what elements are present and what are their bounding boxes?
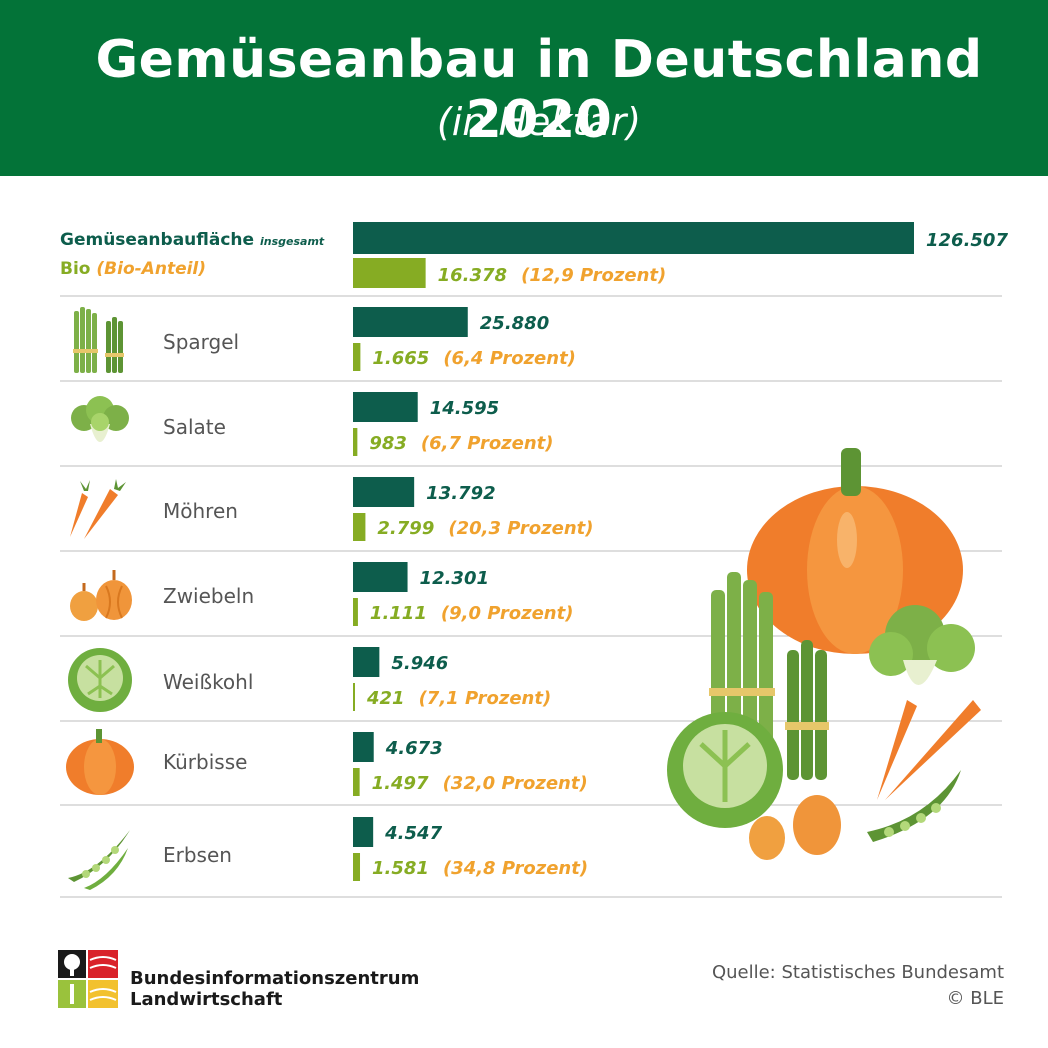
bio-share-label: (34,8 Prozent) [443,858,588,879]
category-label-zwiebeln: Zwiebeln [163,584,255,608]
total-bar [353,392,418,422]
legend-bio: Bio (Bio-Anteil) [60,259,206,279]
peas-icon [68,830,130,890]
legend-bio-label: Bio [60,259,91,279]
vegetables-illustration [667,448,981,860]
total-value-label: 4.673 [385,738,443,759]
legend-total-label: Gemüseanbaufläche [60,230,255,250]
bio-value-label: 1.111 [370,603,427,624]
category-label-erbsen: Erbsen [163,843,232,867]
bio-value-label: 1.665 [372,348,429,369]
bio-share-label: (6,4 Prozent) [443,348,576,369]
legend-total: Gemüseanbaufläche insgesamt [60,230,324,250]
total-value-label: 25.880 [480,313,549,334]
bio-value-label: 16.378 [438,265,507,286]
bio-bar [353,598,358,626]
organization-name: Bundesinformationszentrum Landwirtschaft [130,968,419,1010]
total-bar [353,647,380,677]
bio-bar [353,343,361,371]
asparagus-icon [73,307,124,373]
bio-bar [353,513,366,541]
header-banner: Gemüseanbau in Deutschland 2020 (in Hekt… [0,0,1048,176]
total-value-label: 126.507 [926,230,1008,251]
total-bar [353,307,468,337]
pumpkin-icon [66,729,134,795]
carrot-icon [70,479,126,539]
total-value-label: 14.595 [430,398,499,419]
source-note: Quelle: Statistisches Bundesamt © BLE [712,960,1004,1012]
bio-share-label: (7,1 Prozent) [419,688,552,709]
bzl-logo [58,950,118,1008]
bio-value-label: 983 [369,433,407,454]
bio-share-label: (9,0 Prozent) [441,603,574,624]
category-label-weisskohl: Weißkohl [163,670,254,694]
bio-value-label: 2.799 [377,518,434,539]
legend-total-suffix: insgesamt [259,235,325,248]
organization-line-1: Bundesinformationszentrum [130,968,420,989]
total-bar [353,477,415,507]
organization-line-2: Landwirtschaft [130,989,283,1010]
bio-bar [353,768,360,796]
bio-bar [353,258,426,288]
total-value-label: 4.547 [384,823,442,844]
total-bar [353,732,374,762]
bio-value-label: 421 [366,688,405,709]
page-title: Gemüseanbau in Deutschland 2020 [95,30,983,150]
source-text: Quelle: Statistisches Bundesamt [711,962,1004,983]
category-label-salate: Salate [163,415,226,439]
total-value-label: 12.301 [420,568,489,589]
bio-bar [353,853,361,881]
total-bar [353,222,914,254]
total-value-label: 13.792 [426,483,495,504]
bio-value-label: 1.581 [372,858,429,879]
category-label-spargel: Spargel [163,330,240,354]
bio-bar [353,428,358,456]
bio-share-label: (32,0 Prozent) [443,773,588,794]
bio-share-label: (12,9 Prozent) [521,265,666,286]
bio-bar [353,683,355,711]
category-label-kuerbisse: Kürbisse [163,750,248,774]
onion-icon [70,570,132,621]
total-value-label: 5.946 [391,653,448,674]
copyright-text: © BLE [946,988,1004,1009]
legend-bio-suffix: (Bio-Anteil) [96,259,207,279]
category-label-moehren: Möhren [163,499,238,523]
bio-value-label: 1.497 [372,773,429,794]
page-subtitle: (in Hektar) [436,100,642,144]
total-bar [353,562,408,592]
cabbage-icon [68,648,132,712]
bio-share-label: (20,3 Prozent) [448,518,593,539]
lettuce-icon [71,396,129,442]
bio-share-label: (6,7 Prozent) [421,433,554,454]
total-bar [353,817,374,847]
